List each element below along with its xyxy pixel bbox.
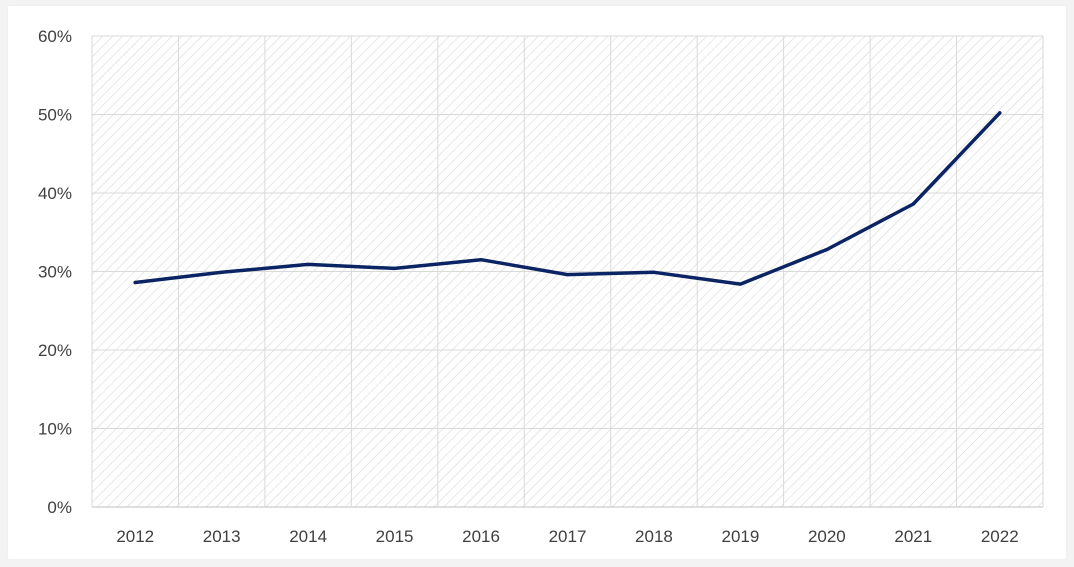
data-point-2020 [825,247,829,252]
data-point-2013 [220,270,224,274]
x-tick-label: 2019 [721,527,759,546]
x-tick-label: 2016 [462,527,500,546]
y-tick-label: 50% [38,106,72,125]
x-tick-label: 2015 [376,527,414,546]
x-tick-label: 2022 [981,527,1019,546]
x-axis-tick-labels: 2012 2013 2014 2015 2016 2017 2018 2019 2020 2021… [116,527,1018,546]
data-point-2016 [479,258,483,262]
series-layer [133,111,1002,286]
data-point-2014 [306,262,310,267]
y-tick-label: 60% [38,27,72,46]
x-tick-label: 2013 [203,527,241,546]
data-point-2015 [392,266,397,270]
y-tick-label: 30% [38,263,72,282]
x-tick-label: 2014 [289,527,327,546]
x-tick-label: 2020 [808,527,846,546]
data-point-2021 [911,202,915,206]
x-tick-label: 2017 [549,527,587,546]
data-point-2019 [738,282,743,286]
data-point-2012 [133,280,137,285]
x-tick-label: 2018 [635,527,673,546]
gridlines [91,35,1044,508]
y-axis-tick-labels: 0% 10% 20% 30% 40% 50% 60% [38,27,72,517]
x-tick-label: 2021 [894,527,932,546]
data-point-2022 [998,111,1002,115]
y-tick-label: 10% [38,420,72,439]
x-tick-label: 2012 [116,527,154,546]
y-tick-label: 20% [38,341,72,360]
data-point-2018 [652,270,656,274]
y-tick-label: 40% [38,184,72,203]
data-point-2017 [565,273,570,277]
y-tick-label: 0% [47,498,72,517]
